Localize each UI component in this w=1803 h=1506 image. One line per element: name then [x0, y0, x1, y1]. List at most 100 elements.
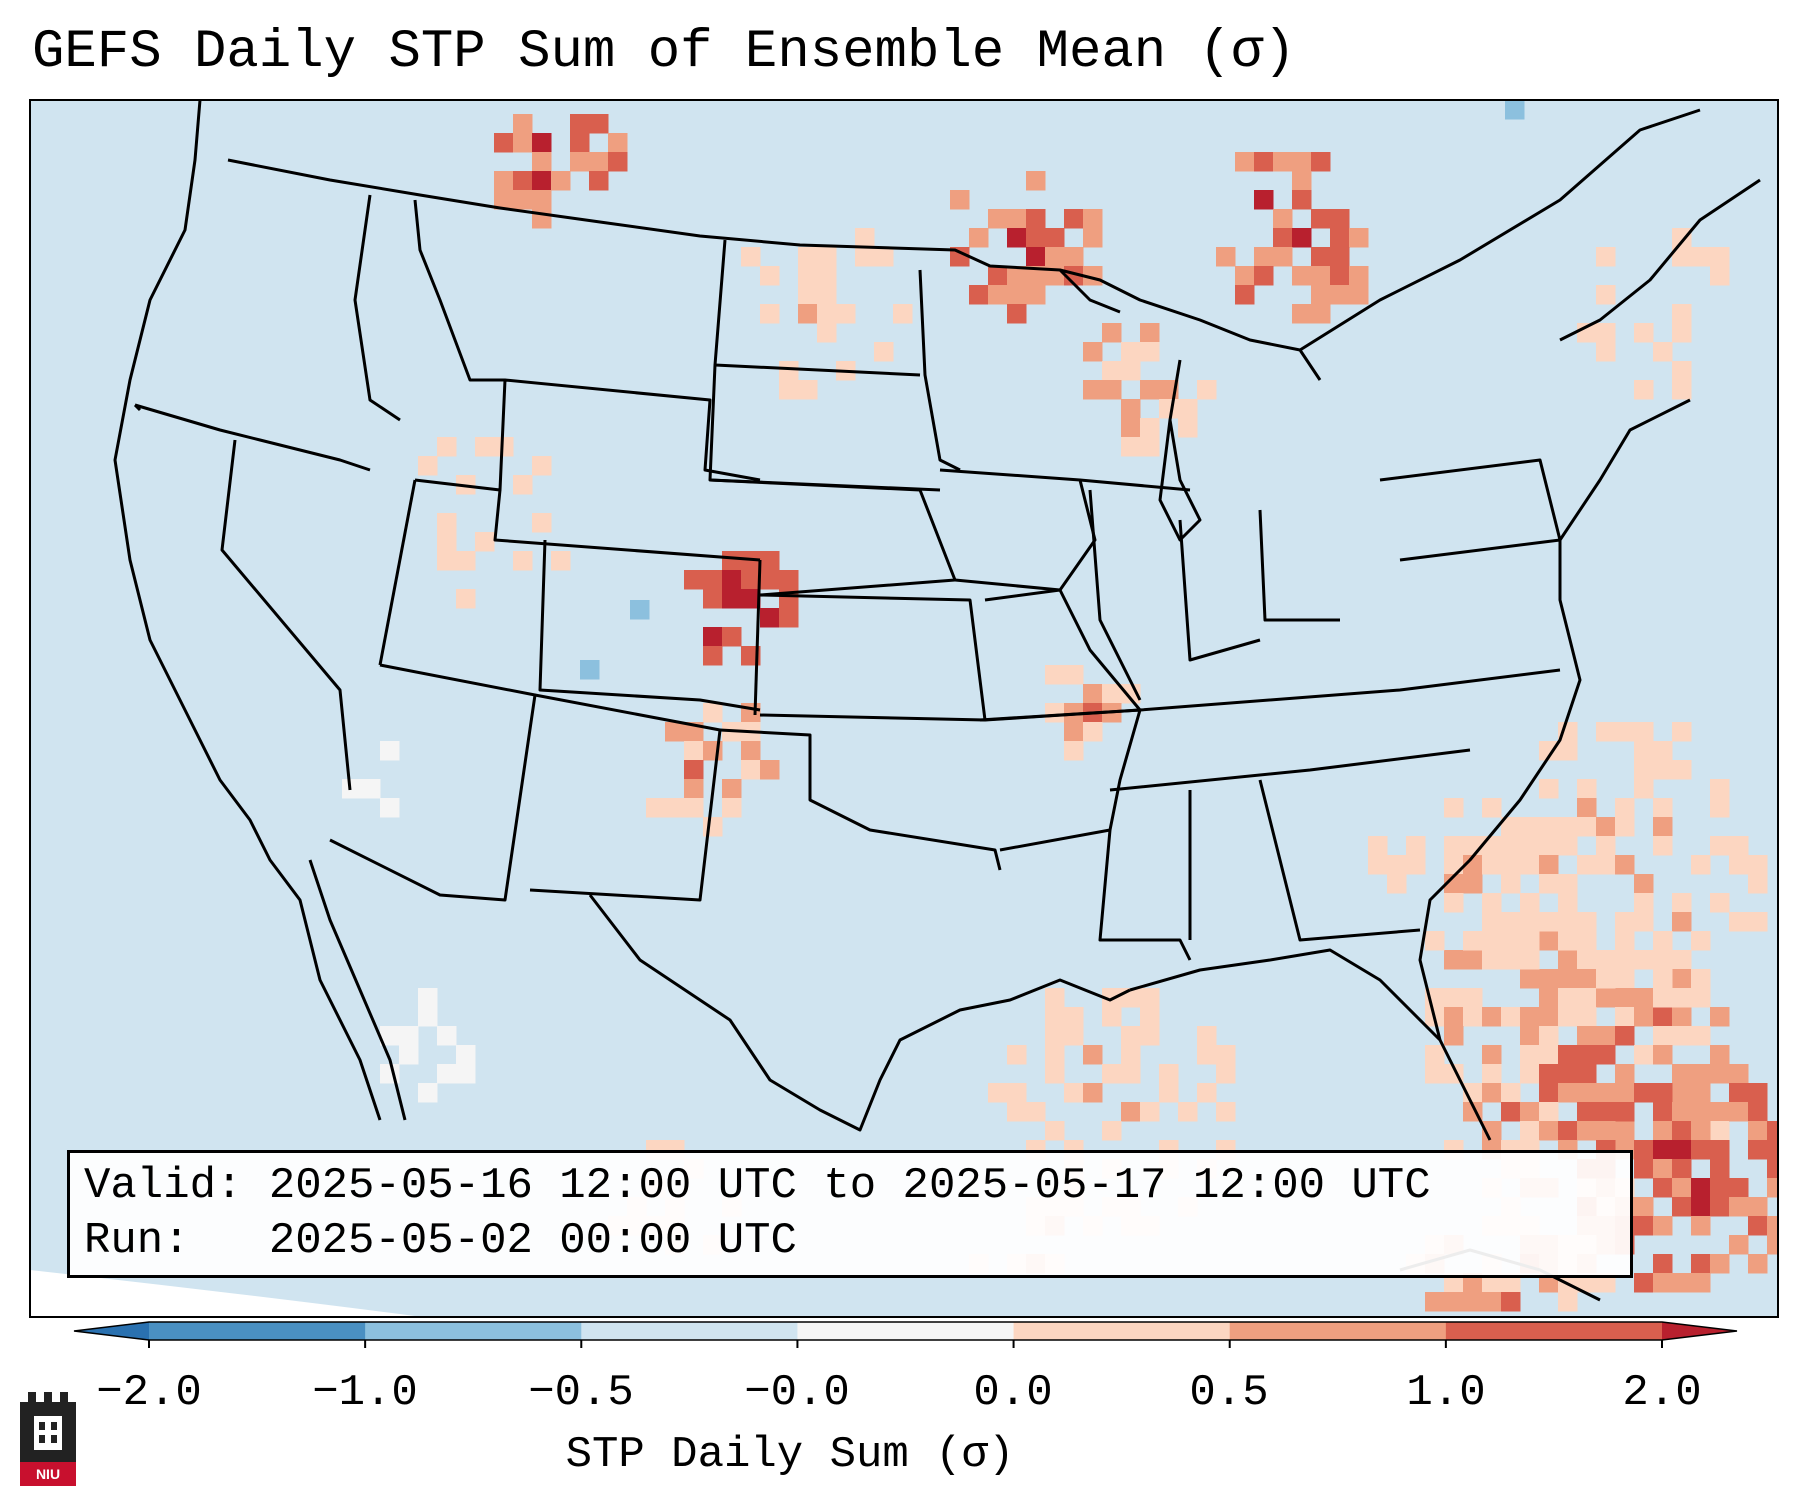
stp-cell: [418, 1083, 438, 1103]
stp-cell: [703, 703, 723, 723]
stp-cell: [1672, 1026, 1692, 1046]
stp-cell: [1520, 836, 1540, 856]
map-area: [30, 100, 1778, 1317]
stp-cell: [437, 532, 457, 552]
stp-cell: [1083, 722, 1103, 742]
stp-cell: [437, 551, 457, 571]
stp-cell: [1672, 722, 1692, 742]
stp-cell: [570, 152, 590, 172]
illinois: [1088, 489, 1142, 701]
stp-cell: [1482, 1007, 1502, 1027]
stp-cell: [1558, 836, 1578, 856]
stp-cell: [665, 722, 685, 742]
stp-cell: [1672, 1273, 1692, 1293]
stp-cell: [1615, 1007, 1635, 1027]
utah-colorado: [538, 539, 761, 712]
stp-cell: [1140, 1026, 1160, 1046]
stp-cell: [1596, 1102, 1616, 1122]
stp-cell: [1748, 855, 1768, 875]
stp-cell: [1444, 893, 1464, 913]
stp-cell: [1444, 874, 1464, 894]
stp-cell: [1083, 342, 1103, 362]
stp-cell: [779, 380, 799, 400]
stp-cell: [1539, 969, 1559, 989]
colorbar-segment: [1445, 1322, 1663, 1340]
stp-cell: [1577, 1064, 1597, 1084]
stp-cell: [988, 266, 1008, 286]
stp-cell: [1064, 1083, 1084, 1103]
stp-cell: [1634, 1007, 1654, 1027]
stp-cell: [1767, 1235, 1778, 1255]
stp-cell: [1596, 1121, 1616, 1141]
stp-cell: [1558, 817, 1578, 837]
arizona: [329, 663, 537, 902]
stp-cell: [1558, 874, 1578, 894]
stp-cell: [1026, 247, 1046, 267]
stp-cell: [798, 285, 818, 305]
stp-cell: [1767, 1159, 1778, 1179]
stp-cell: [1634, 1140, 1654, 1160]
stp-cell: [1729, 1064, 1749, 1084]
stp-cell: [1710, 1178, 1730, 1198]
stp-cell: [1045, 228, 1065, 248]
colorado-kansas: [753, 559, 762, 716]
stp-cell: [893, 304, 913, 324]
stp-cell: [1140, 437, 1160, 457]
stp-cell: [1691, 969, 1711, 989]
stp-cell: [1577, 1083, 1597, 1103]
stp-cell: [1292, 190, 1312, 210]
stp-cell: [1026, 209, 1046, 229]
stp-cell: [1653, 836, 1673, 856]
stp-cell: [817, 247, 837, 267]
stp-cell: [1653, 988, 1673, 1008]
stp-cell: [532, 190, 552, 210]
stp-cell: [1463, 855, 1483, 875]
stp-cell: [1425, 1292, 1445, 1312]
stp-cell: [1539, 1083, 1559, 1103]
stp-cell: [494, 133, 514, 153]
stp-cell: [1710, 1254, 1730, 1274]
stp-cell: [1520, 931, 1540, 951]
stp-cell: [532, 133, 552, 153]
stp-cell: [1064, 665, 1084, 685]
stp-cell: [1558, 893, 1578, 913]
stp-cell: [1501, 912, 1521, 932]
stp-cell: [1558, 969, 1578, 989]
stp-cell: [1482, 893, 1502, 913]
stp-cell: [1672, 969, 1692, 989]
colorbar-segment: [797, 1322, 1015, 1340]
stp-cell: [1083, 1083, 1103, 1103]
stp-cell: [1501, 931, 1521, 951]
stp-cell: [513, 475, 533, 495]
stp-cell: [1520, 969, 1540, 989]
stp-cell: [1615, 988, 1635, 1008]
stp-cell: [380, 798, 400, 818]
gulf-coast: [1129, 948, 1492, 1141]
canada-east: [1299, 108, 1701, 352]
stp-cell: [1634, 950, 1654, 970]
stp-cell: [722, 551, 742, 571]
stp-cell: [513, 133, 533, 153]
colorbar-tick-label: −1.0: [312, 1368, 418, 1418]
stp-cell: [1596, 950, 1616, 970]
stp-cell: [1159, 1064, 1179, 1084]
stp-cell: [741, 570, 761, 590]
stp-cell: [684, 741, 704, 761]
stp-cell: [630, 600, 650, 620]
stp-cell: [1596, 817, 1616, 837]
minnesota: [918, 269, 961, 472]
stp-cell: [1653, 1007, 1673, 1027]
stp-cell: [589, 171, 609, 191]
stp-cell: [437, 1064, 457, 1084]
stp-cell: [1520, 1007, 1540, 1027]
stp-cell: [1520, 1026, 1540, 1046]
map-title: GEFS Daily STP Sum of Ensemble Mean (σ): [32, 22, 1296, 83]
stp-cell: [1425, 1064, 1445, 1084]
stp-cell: [1748, 1254, 1768, 1274]
stp-cell: [1311, 285, 1331, 305]
east-coast: [1418, 398, 1691, 1041]
stp-cell: [988, 285, 1008, 305]
stp-cell: [1254, 152, 1274, 172]
valid-run-info-box: Valid: 2025-05-16 12:00 UTC to 2025-05-1…: [67, 1150, 1633, 1278]
stp-cell: [1463, 1292, 1483, 1312]
